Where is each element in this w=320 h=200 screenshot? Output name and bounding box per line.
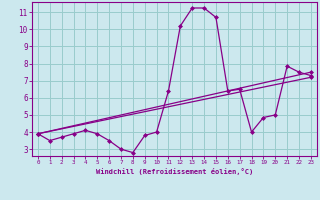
X-axis label: Windchill (Refroidissement éolien,°C): Windchill (Refroidissement éolien,°C) xyxy=(96,168,253,175)
